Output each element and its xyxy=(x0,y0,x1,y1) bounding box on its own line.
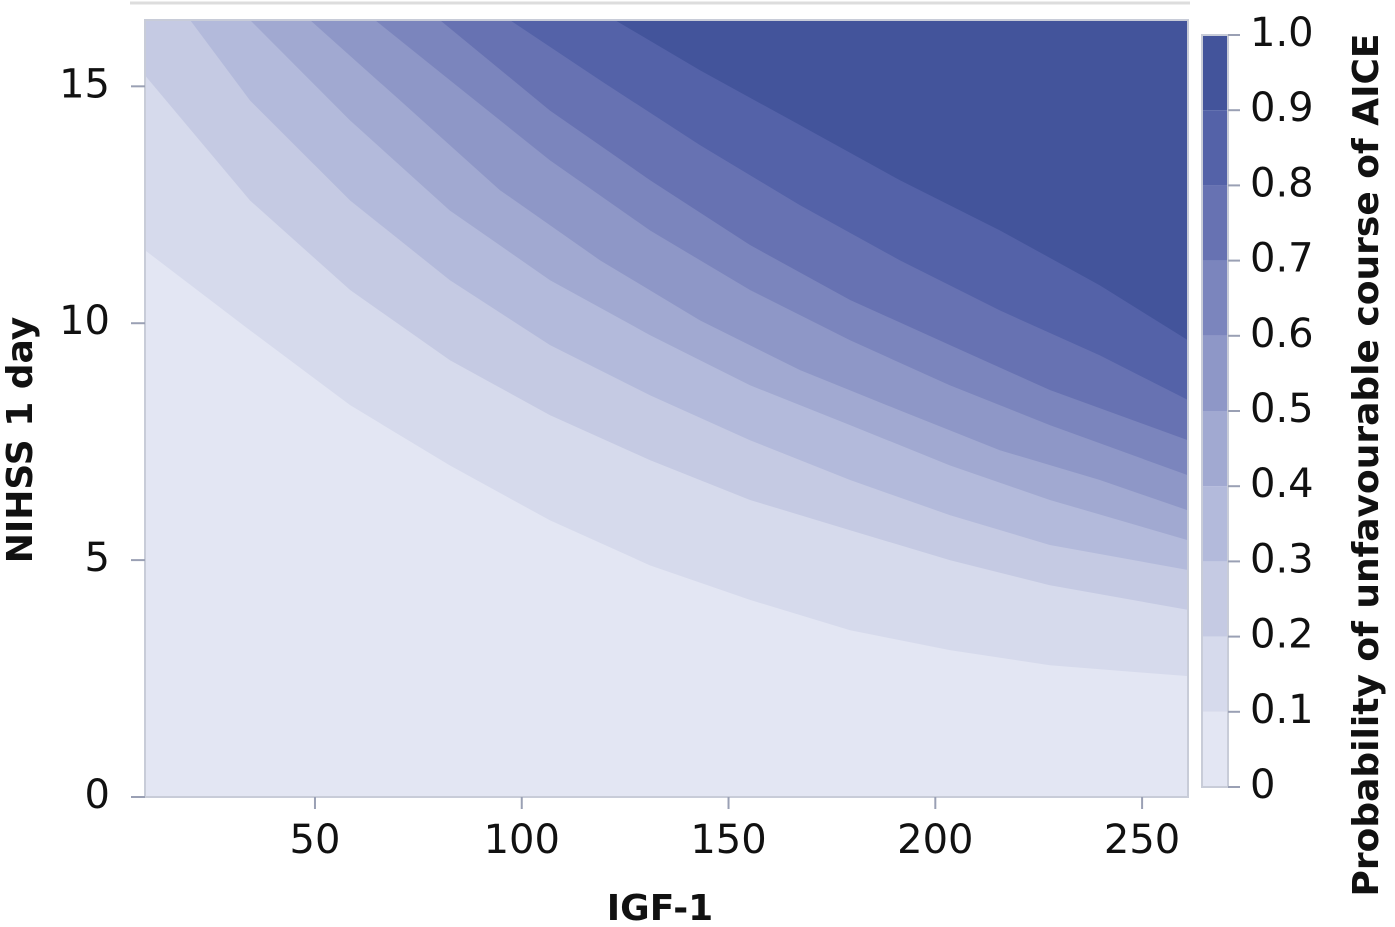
colorbar-band xyxy=(1202,711,1228,787)
colorbar-tick-label: 0.9 xyxy=(1250,85,1314,131)
colorbar-tick-label: 0.1 xyxy=(1250,687,1314,733)
x-tick-label: 100 xyxy=(484,817,560,863)
colorbar-tick-label: 0.6 xyxy=(1250,311,1314,357)
colorbar-tick-label: 0.5 xyxy=(1250,386,1314,432)
colorbar-band xyxy=(1202,561,1228,637)
y-axis-label: NIHSS 1 day xyxy=(0,317,41,563)
colorbar-tick-label: 1.0 xyxy=(1250,10,1314,56)
colorbar-tick-label: 0 xyxy=(1250,762,1275,808)
x-tick-label: 150 xyxy=(690,817,766,863)
colorbar-label: Probability of unfavourable course of AI… xyxy=(1346,33,1387,896)
colorbar-band xyxy=(1202,486,1228,562)
y-tick-label: 5 xyxy=(85,535,110,581)
colorbar-band xyxy=(1202,636,1228,712)
colorbar-band xyxy=(1202,35,1228,111)
y-tick-label: 10 xyxy=(59,298,110,344)
plot-frame xyxy=(144,19,1189,798)
colorbar-tick-label: 0.3 xyxy=(1250,536,1314,582)
y-tick-label: 15 xyxy=(59,61,110,107)
colorbar-band xyxy=(1202,335,1228,411)
colorbar-band xyxy=(1202,185,1228,261)
colorbar-tick-label: 0.8 xyxy=(1250,160,1314,206)
y-tick-label: 0 xyxy=(85,772,110,818)
x-tick-label: 250 xyxy=(1104,817,1180,863)
x-tick-label: 50 xyxy=(290,817,341,863)
colorbar-tick-label: 0.4 xyxy=(1250,461,1314,507)
colorbar-tick-label: 0.7 xyxy=(1250,236,1314,282)
colorbar-band xyxy=(1202,260,1228,336)
contour-band xyxy=(614,20,1188,341)
x-axis-label: IGF-1 xyxy=(607,888,713,927)
colorbar-band xyxy=(1202,411,1228,487)
x-tick-label: 200 xyxy=(897,817,973,863)
colorbar-band xyxy=(1202,110,1228,186)
colorbar-tick-label: 0.2 xyxy=(1250,612,1314,658)
plot-area xyxy=(145,20,1188,797)
